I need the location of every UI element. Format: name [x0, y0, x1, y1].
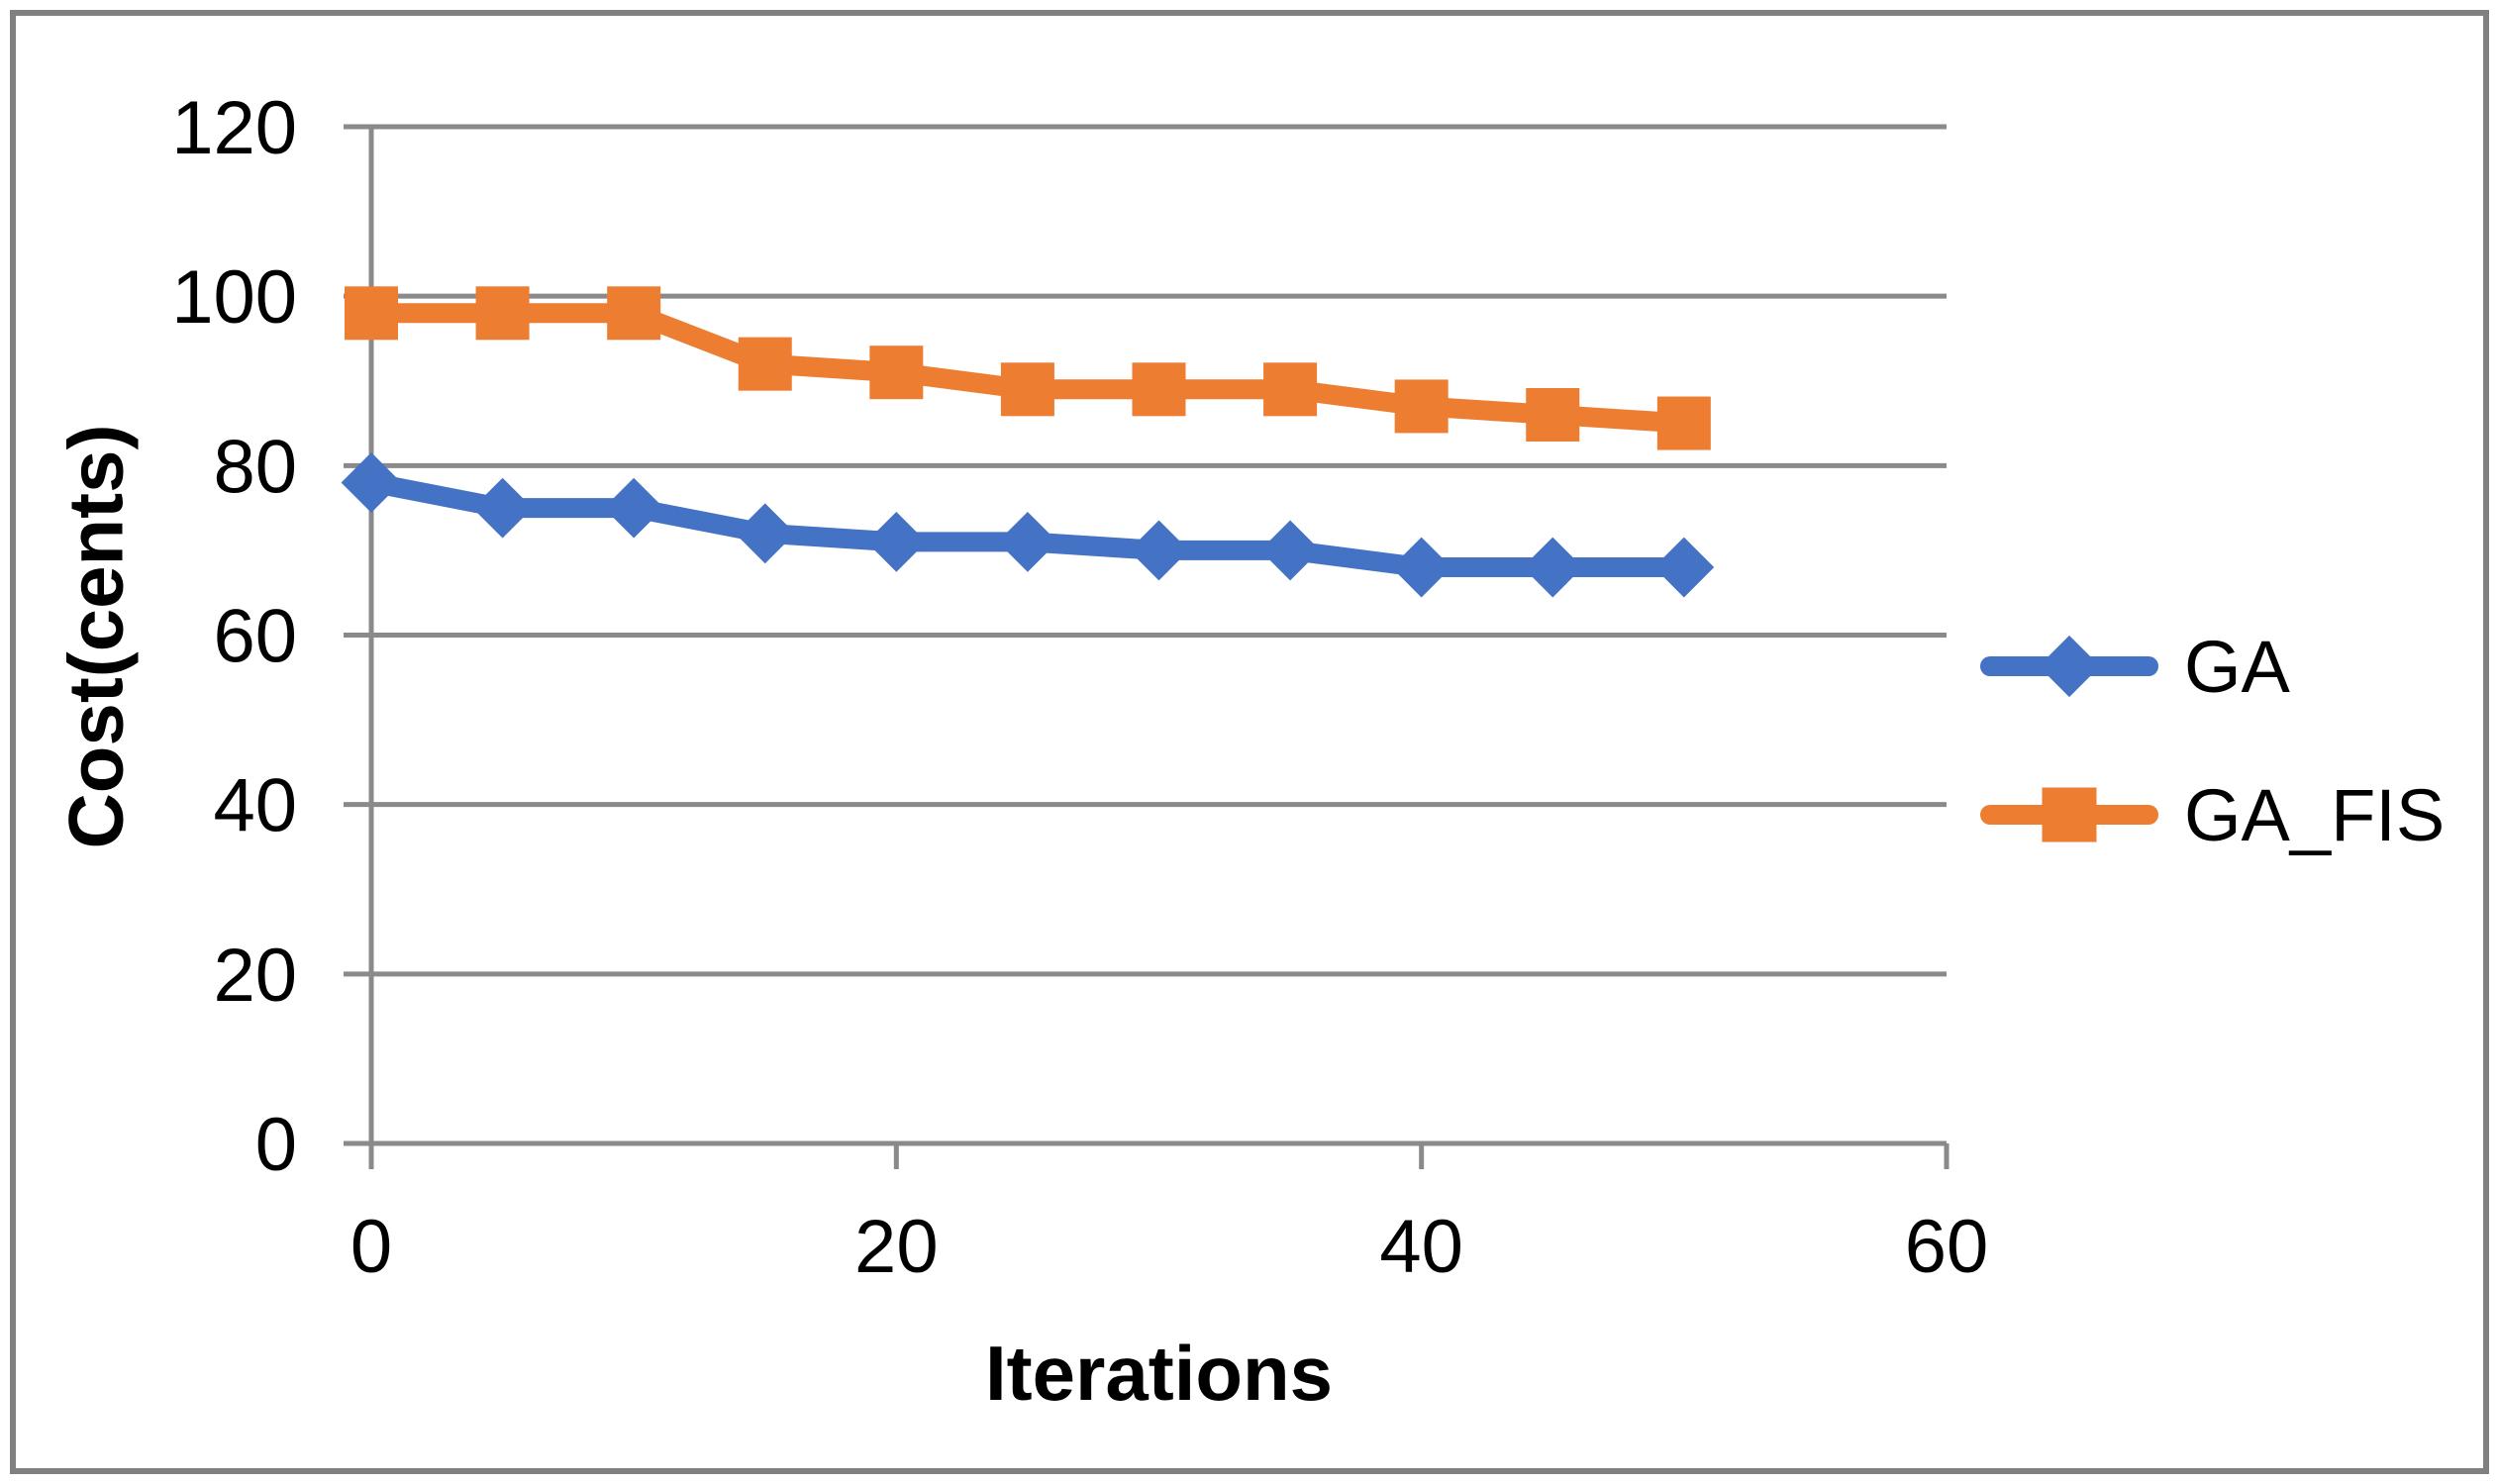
y-tick-label: 100 [171, 255, 297, 340]
data-point-marker-GA_FIS [1526, 387, 1580, 442]
data-point-marker-GA [1391, 537, 1452, 598]
data-point-marker-GA_FIS [475, 286, 530, 341]
data-point-marker-GA_FIS [607, 286, 661, 341]
data-point-marker-GA_FIS [345, 286, 398, 341]
y-tick-label: 120 [171, 86, 297, 170]
x-tick-label: 40 [1379, 1205, 1463, 1289]
y-tick-label: 20 [213, 934, 297, 1018]
data-point-marker-GA_FIS [738, 337, 792, 391]
data-point-marker-GA_FIS [1132, 362, 1186, 417]
legend-item-ga-fis: GA_FIS [1980, 774, 2445, 856]
legend-swatch-ga-fis [1980, 778, 2158, 851]
data-point-marker-GA [997, 511, 1058, 572]
data-point-marker-GA [1259, 520, 1321, 581]
axis-ticks [344, 124, 1949, 1169]
series-markers [341, 286, 1715, 598]
data-point-marker-GA_FIS [1263, 362, 1318, 417]
data-point-marker-GA [1522, 537, 1583, 598]
data-point-marker-GA_FIS [1394, 379, 1449, 434]
legend-swatch-ga [1980, 630, 2158, 703]
data-point-marker-GA_FIS [1656, 396, 1711, 450]
y-tick-label: 80 [213, 425, 297, 509]
data-point-marker-GA [603, 477, 664, 539]
x-tick-label: 60 [1905, 1205, 1989, 1289]
x-axis-title: Iterations [984, 1330, 1334, 1417]
legend-item-ga: GA [1980, 626, 2445, 708]
data-point-marker-GA [341, 452, 402, 513]
x-tick-label: 20 [854, 1205, 939, 1289]
data-point-marker-GA_FIS [1000, 362, 1054, 417]
square-marker-icon [2042, 787, 2097, 842]
data-point-marker-GA [1653, 537, 1715, 598]
data-point-marker-GA_FIS [869, 346, 924, 400]
y-axis-title: Cost(cents) [51, 424, 140, 849]
y-tick-label: 40 [213, 764, 297, 848]
legend: GA GA_FIS [1980, 626, 2445, 856]
gridlines [371, 124, 1947, 1146]
y-tick-label: 60 [213, 595, 297, 679]
data-point-marker-GA [735, 503, 796, 564]
x-tick-label: 0 [350, 1205, 392, 1289]
data-point-marker-GA [472, 477, 533, 539]
data-point-marker-GA [865, 511, 927, 572]
diamond-marker-icon [2038, 635, 2101, 698]
tick-labels: 0 20 40 60 80 100 120 0 20 40 60 [171, 86, 1988, 1289]
legend-label-ga-fis: GA_FIS [2184, 773, 2446, 856]
data-point-marker-GA [1129, 520, 1189, 581]
y-tick-label: 0 [255, 1103, 297, 1187]
legend-label-ga: GA [2184, 625, 2290, 708]
